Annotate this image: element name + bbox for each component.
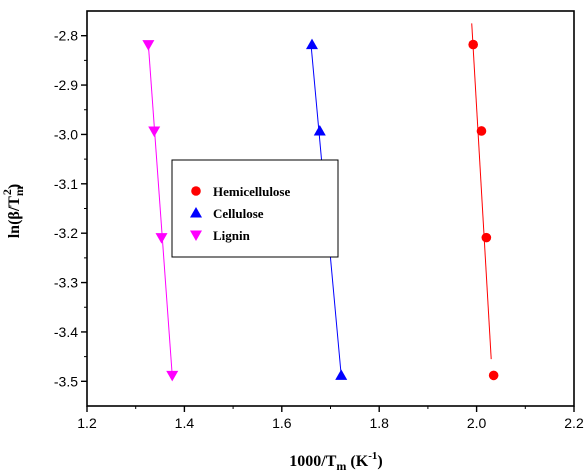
x-axis-title-main: 1000/T xyxy=(289,453,336,470)
legend-label-hemicellulose: Hemicellulose xyxy=(213,184,290,199)
hemicellulose-point xyxy=(468,39,478,50)
y-axis-title-close: ) xyxy=(6,184,23,189)
cellulose-point xyxy=(313,124,326,136)
y-tick-label: -3.0 xyxy=(54,126,78,142)
y-axis-title-sub: m xyxy=(12,186,26,196)
x-axis-title-unit-close: ) xyxy=(377,453,382,470)
hemicellulose-fit-line xyxy=(471,23,492,360)
y-tick-label: -3.5 xyxy=(54,373,78,389)
legend-marker-hemicellulose xyxy=(191,186,201,196)
lignin-fit-line xyxy=(147,44,173,376)
y-tick-label: -2.8 xyxy=(54,28,78,44)
y-tick-label: -3.4 xyxy=(54,324,78,340)
lignin-point xyxy=(142,40,155,51)
legend: Hemicellulose Cellulose Lignin xyxy=(171,159,339,258)
x-tick-label: 1.4 xyxy=(175,415,195,431)
x-axis-title-unit-sup: -1 xyxy=(368,450,377,462)
y-tick-label: -3.2 xyxy=(54,225,78,241)
y-axis-title: ln(β/Tm2) xyxy=(0,184,26,239)
x-ticks: 1.2 1.4 1.6 1.8 2.0 2.2 xyxy=(77,406,584,431)
x-tick-label: 2.2 xyxy=(564,415,584,431)
x-tick-label: 1.6 xyxy=(272,415,292,431)
y-axis-title-sup: 2 xyxy=(0,189,14,195)
x-axis-title-unit-open: (K xyxy=(346,453,368,470)
y-tick-label: -3.1 xyxy=(54,176,78,192)
hemicellulose-point xyxy=(488,370,499,381)
x-tick-label: 1.8 xyxy=(369,415,389,431)
x-tick-label: 2.0 xyxy=(467,415,487,431)
y-ticks: -2.8 -2.9 -3.0 -3.1 -3.2 -3.3 -3.4 -3.5 xyxy=(54,28,87,389)
legend-marker-lignin xyxy=(190,230,202,241)
lignin-point xyxy=(148,126,161,137)
x-tick-label: 1.2 xyxy=(77,415,97,431)
lignin-point xyxy=(155,233,168,244)
y-tick-label: -2.9 xyxy=(54,77,78,93)
cellulose-point xyxy=(335,369,348,380)
cellulose-point xyxy=(305,38,318,50)
x-axis-title-sub: m xyxy=(336,459,346,473)
lignin-point xyxy=(166,370,179,382)
hemicellulose-point xyxy=(481,232,492,243)
legend-label-cellulose: Cellulose xyxy=(213,206,264,221)
y-axis-title-open: ln(β/T xyxy=(6,196,23,239)
hemicellulose-point xyxy=(476,126,487,136)
legend-label-lignin: Lignin xyxy=(213,228,251,243)
legend-box xyxy=(171,159,339,258)
y-tick-label: -3.3 xyxy=(54,275,78,291)
legend-marker-cellulose xyxy=(190,207,202,218)
x-axis-title: 1000/Tm (K-1) xyxy=(289,450,382,473)
